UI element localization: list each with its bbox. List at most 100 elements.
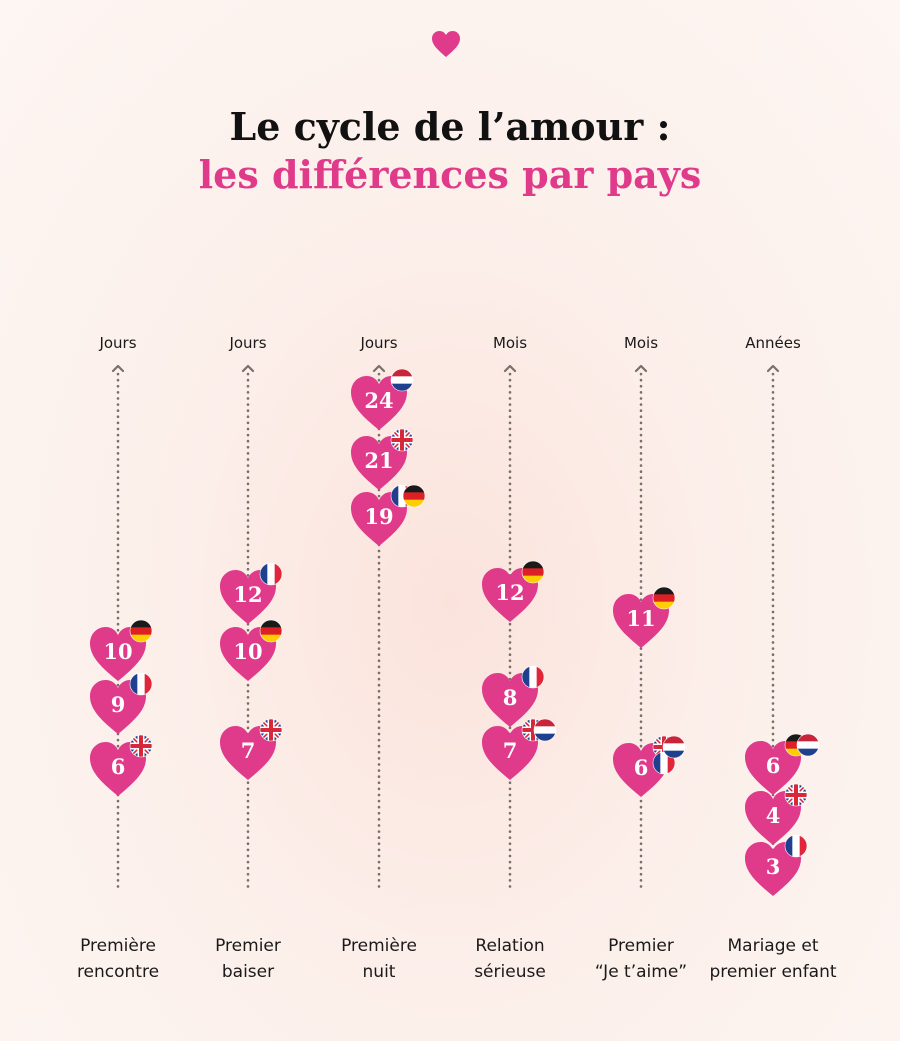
heart-marker: 4 [745, 783, 808, 845]
heart-marker: 6 [613, 735, 686, 797]
heart-shape [220, 570, 276, 624]
flag-uk-icon [259, 718, 283, 742]
flag-germany-icon [129, 619, 153, 643]
category-label: Premier “Je t’aime” [561, 933, 721, 985]
heart-marker: 21 [351, 428, 414, 490]
data-label: 11 [626, 606, 655, 631]
category-label-line2: “Je t’aime” [594, 962, 688, 982]
heart-marker: 19 [351, 484, 426, 546]
category-label: Relation sérieuse [430, 933, 590, 985]
flag-uk-icon [784, 783, 808, 807]
heart-shape [90, 680, 146, 734]
heart-marker: 3 [745, 834, 808, 896]
flag-france-icon [129, 672, 153, 696]
category-label-line1: Premier [608, 936, 674, 956]
chart-title: Le cycle de l’amour : [229, 104, 671, 149]
flag-france-icon [784, 834, 808, 858]
category-label: Première rencontre [38, 933, 198, 985]
heart-shape [90, 627, 146, 681]
data-label: 8 [503, 685, 518, 710]
axis-arrow-icon [503, 364, 517, 373]
heart-marker: 6 [90, 734, 153, 796]
flag-germany-icon [521, 560, 545, 584]
flag-netherlands-icon [662, 735, 686, 759]
heart-marker: 6 [745, 733, 820, 795]
heart-shape [613, 594, 669, 648]
heart-shape [90, 742, 146, 796]
category-label-line2: sérieuse [474, 962, 546, 982]
flag-germany-icon [402, 484, 426, 508]
data-label: 19 [364, 504, 393, 529]
data-label: 4 [766, 803, 781, 828]
category-label-line1: Premier [215, 936, 281, 956]
flag-germany-icon [652, 586, 676, 610]
flag-netherlands-icon [796, 733, 820, 757]
data-label: 6 [111, 754, 126, 779]
category-label: Mariage et premier enfant [693, 933, 853, 985]
heart-shape [482, 726, 538, 780]
data-label: 6 [766, 753, 781, 778]
data-label: 7 [241, 738, 256, 763]
heart-shape [745, 741, 801, 795]
heart-marker: 7 [482, 718, 557, 780]
flag-france-icon [259, 562, 283, 586]
flag-germany-icon [259, 619, 283, 643]
category-label: Premier baiser [168, 933, 328, 985]
heart-shape [745, 791, 801, 845]
flag-netherlands-icon [533, 718, 557, 742]
axis-arrow-icon [372, 364, 386, 373]
flag-uk-icon [129, 734, 153, 758]
heart-shape [220, 726, 276, 780]
heart-marker: 10 [220, 619, 283, 681]
axis-unit-label: Jours [359, 334, 397, 352]
flag-france-icon [521, 665, 545, 689]
axis-arrow-icon [766, 364, 780, 373]
heart-shape [351, 376, 407, 430]
axis-arrow-icon [111, 364, 125, 373]
flag-netherlands-icon [390, 368, 414, 392]
axis-arrow-icon [241, 364, 255, 373]
heart-marker: 9 [90, 672, 153, 734]
data-label: 9 [111, 692, 126, 717]
data-label: 12 [233, 582, 262, 607]
heart-shape [351, 436, 407, 490]
data-label: 12 [495, 580, 524, 605]
category-label: Première nuit [299, 933, 459, 985]
data-label: 24 [364, 388, 393, 413]
heart-marker: 12 [220, 562, 283, 624]
chart-subtitle: les différences par pays [198, 152, 702, 197]
axis-column-2: Jours [228, 334, 267, 890]
axis-unit-label: Années [745, 334, 801, 352]
heart-shape [351, 492, 407, 546]
axis-unit-label: Jours [228, 334, 266, 352]
category-label-line2: baiser [221, 962, 275, 982]
category-label-line1: Mariage et [727, 936, 819, 956]
heart-shape [745, 842, 801, 896]
data-label: 21 [364, 448, 393, 473]
axis-column-1: Jours [98, 334, 137, 890]
category-label-line1: Relation [475, 936, 545, 956]
category-label-line2: rencontre [76, 962, 160, 982]
heart-shape [220, 627, 276, 681]
data-label: 3 [766, 854, 781, 879]
heart-icon [432, 31, 460, 57]
axis-arrow-icon [634, 364, 648, 373]
data-label: 6 [634, 755, 649, 780]
category-label-line1: Première [341, 936, 417, 956]
heart-marker: 8 [482, 665, 545, 727]
heart-marker: 24 [351, 368, 414, 430]
axis-unit-label: Mois [493, 334, 527, 352]
data-label: 7 [503, 738, 518, 763]
category-label-line1: Première [80, 936, 156, 956]
heart-shape [482, 673, 538, 727]
axis-column-4: Mois [493, 334, 527, 890]
category-label-line2: nuit [362, 962, 396, 982]
heart-marker: 11 [613, 586, 676, 648]
heart-shape [482, 568, 538, 622]
heart-marker: 7 [220, 718, 283, 780]
heart-marker: 10 [90, 619, 153, 681]
data-label: 10 [103, 639, 132, 664]
axis-unit-label: Mois [624, 334, 658, 352]
heart-marker: 12 [482, 560, 545, 622]
